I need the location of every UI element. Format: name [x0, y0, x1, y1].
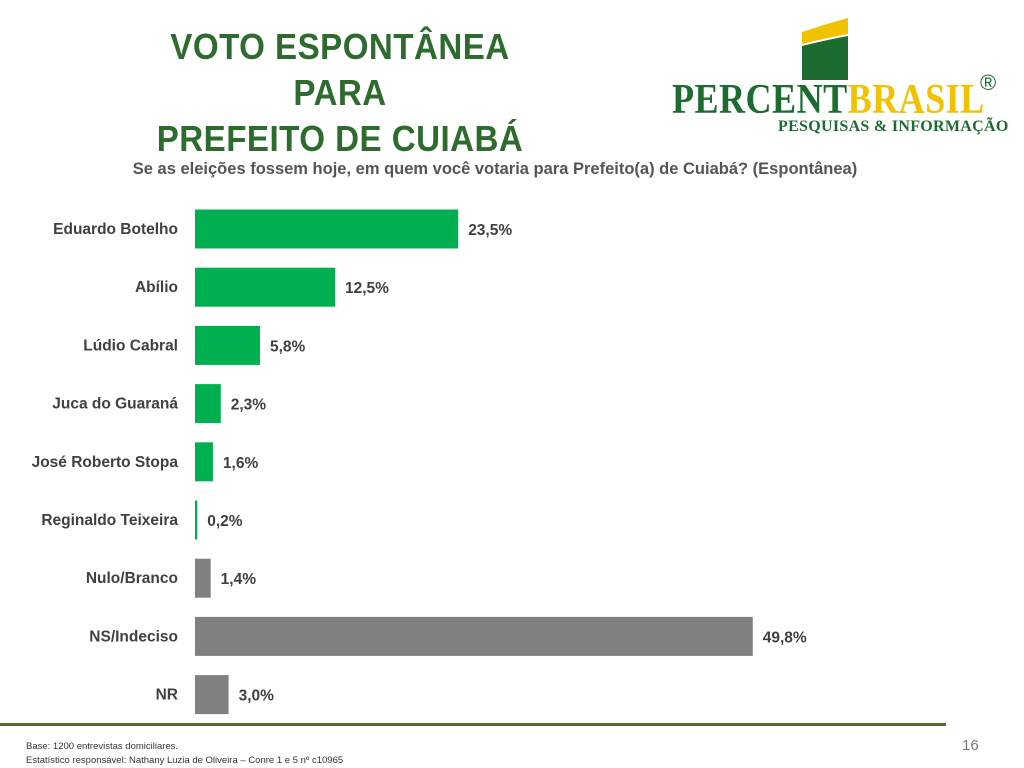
slide-title: VOTO ESPONTÂNEA PARA PREFEITO DE CUIABÁ [128, 24, 551, 162]
slide-title-line-2: PREFEITO DE CUIABÁ [156, 118, 524, 159]
bar [195, 442, 213, 482]
value-label: 1,6% [223, 455, 259, 472]
category-label: Eduardo Botelho [53, 221, 178, 238]
value-label: 49,8% [763, 629, 807, 646]
logo-word-percent: PERCENT [672, 77, 848, 123]
value-label: 12,5% [345, 280, 389, 297]
category-label: Nulo/Branco [86, 570, 178, 587]
category-label: NS/Indeciso [89, 628, 178, 645]
logo-tagline: PESQUISAS & INFORMAÇÃO [778, 118, 1009, 135]
category-label: Juca do Guaraná [52, 396, 178, 413]
footer-statistician: Estatístico responsável: Nathany Luzia d… [26, 755, 344, 766]
chart-question: Se as eleições fossem hoje, em quem você… [132, 160, 858, 178]
value-label: 1,4% [221, 571, 257, 588]
value-label: 2,3% [231, 397, 267, 414]
category-label: José Roberto Stopa [32, 454, 179, 471]
slide-title-line-1: VOTO ESPONTÂNEA PARA [170, 26, 510, 113]
registered-mark: ® [980, 70, 997, 95]
value-label: 3,0% [239, 688, 275, 705]
value-label: 23,5% [468, 222, 512, 239]
bar [195, 500, 198, 540]
category-label: NR [156, 687, 178, 704]
bar [195, 616, 753, 656]
logo-flag-icon [802, 18, 848, 80]
bar [195, 558, 211, 598]
bar [195, 325, 260, 365]
value-label: 0,2% [207, 513, 243, 530]
logo-wordmark: PERCENTBRASIL [672, 78, 985, 122]
category-label: Abílio [135, 279, 178, 296]
footer-base: Base: 1200 entrevistas domiciliares. [26, 741, 179, 752]
page-number: 16 [962, 737, 979, 754]
footer-notes: Base: 1200 entrevistas domiciliares. Est… [26, 740, 343, 768]
bar [195, 267, 335, 307]
bar [195, 384, 221, 424]
bar-chart: Eduardo Botelho 23,5% Abílio 12,5% Lúdio Cab… [32, 209, 807, 715]
category-label: Lúdio Cabral [83, 337, 178, 354]
category-label: Reginaldo Teixeira [41, 512, 178, 529]
value-label: 5,8% [270, 338, 306, 355]
bar [195, 209, 459, 249]
logo-word-brasil: BRASIL [847, 77, 985, 123]
bar [195, 675, 229, 715]
percentbrasil-logo: PERCENTBRASIL ® PESQUISAS & INFORMAÇÃO [672, 18, 1008, 138]
footer-divider [0, 723, 946, 726]
